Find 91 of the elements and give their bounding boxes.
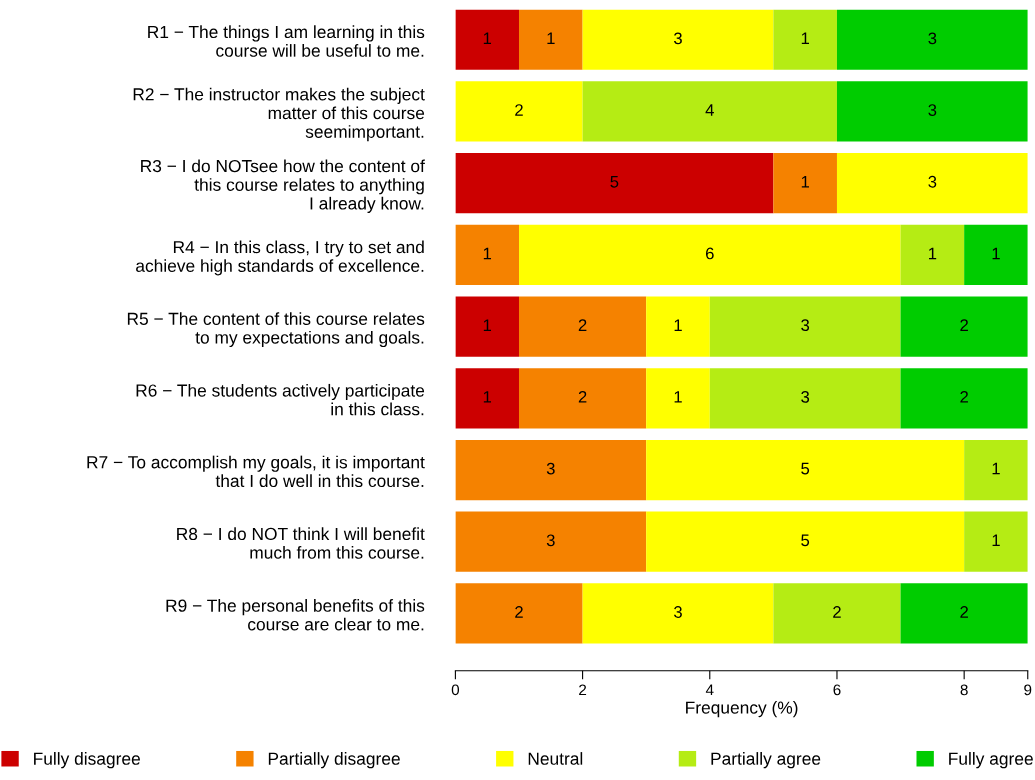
bar	[709, 296, 901, 357]
data-label: 2	[578, 390, 587, 403]
bar	[455, 153, 774, 214]
data-label: 3	[928, 32, 937, 45]
data-label: 3	[801, 319, 810, 332]
bar	[455, 583, 583, 644]
data-label: 2	[833, 606, 841, 618]
bar	[836, 153, 1028, 214]
bar	[773, 583, 901, 644]
x-tick-label: 6	[833, 684, 841, 696]
bar	[455, 81, 583, 142]
bar	[836, 9, 1028, 70]
bar	[900, 296, 1028, 357]
bar	[455, 439, 647, 501]
y-tick-label: R1 − The things I am learning in this course will be useful to me.	[148, 25, 425, 57]
data-label: 3	[673, 32, 682, 45]
bar	[455, 224, 519, 285]
data-label: 1	[801, 176, 809, 188]
data-label: 5	[801, 462, 810, 475]
data-label: 1	[547, 32, 555, 45]
data-label: 2	[515, 606, 523, 618]
data-label: 1	[801, 32, 809, 45]
y-tick-label: R9 − The personal benefits of this course are clear to me.	[166, 599, 425, 631]
bar	[455, 9, 519, 70]
bar	[964, 511, 1028, 572]
data-label: 2	[960, 319, 968, 331]
bar	[582, 81, 837, 142]
data-label: 3	[546, 462, 555, 475]
bar	[455, 368, 519, 429]
x-tick-label: 0	[451, 684, 460, 696]
legend-label: Neutral	[528, 752, 583, 765]
y-tick-label: R8 − I do NOT think I will benefit much from this course.	[177, 527, 425, 559]
x-axis-title: Frequency (%)	[686, 701, 798, 718]
bar	[518, 368, 647, 429]
y-tick-label: R5 − The content of this course relates to my expectations and goals.	[127, 312, 425, 348]
data-label: 2	[960, 390, 968, 403]
legend-label: Partially agree	[711, 752, 821, 769]
y-tick-label: R2 − The instructor makes the subject matter of this course seemimportant.	[133, 87, 425, 142]
y-tick-label: R7 − To accomplish my goals, it is important that I do well in this course.	[87, 455, 425, 488]
bar	[582, 583, 774, 644]
bar	[900, 583, 1028, 644]
data-label: 4	[705, 104, 714, 116]
data-label: 1	[992, 462, 1000, 475]
bar	[836, 81, 1028, 142]
legend-label: Fully agree	[949, 752, 1033, 769]
data-label: 3	[673, 606, 682, 618]
bar	[518, 224, 901, 285]
data-label: 1	[992, 247, 1000, 260]
bar	[773, 153, 837, 214]
data-label: 1	[483, 391, 492, 403]
data-label: 2	[515, 104, 523, 116]
x-tick-label: 2	[579, 684, 587, 696]
bar	[646, 511, 965, 572]
x-tick-label: 9	[1024, 684, 1032, 696]
bar	[773, 9, 837, 70]
bar	[455, 511, 647, 572]
data-label: 3	[801, 390, 810, 403]
data-label: 1	[674, 319, 682, 331]
bar	[455, 296, 519, 357]
data-label: 5	[801, 534, 810, 547]
data-label: 5	[610, 176, 619, 188]
bar	[582, 9, 774, 70]
bar	[646, 368, 710, 429]
data-label: 2	[960, 606, 968, 618]
data-label: 1	[674, 391, 682, 403]
data-label: 6	[705, 247, 714, 260]
legend-label: Fully disagree	[34, 752, 140, 769]
y-tick-label: R6 − The students actively participate in this class.	[136, 383, 425, 416]
bar	[900, 224, 965, 285]
y-tick-label: R4 − In this class, I try to set and achieve high standards of excellence.	[136, 240, 424, 276]
bar	[518, 9, 583, 70]
bar	[646, 296, 710, 357]
data-label: 1	[483, 247, 492, 260]
data-label: 1	[483, 32, 492, 45]
data-label: 3	[928, 175, 937, 188]
x-tick-label: 8	[960, 684, 968, 696]
bar	[900, 368, 1028, 429]
data-label: 1	[483, 319, 492, 331]
bar	[518, 296, 647, 357]
legend-label: Partially disagree	[268, 752, 400, 769]
data-label: 2	[578, 319, 587, 331]
data-label: 3	[928, 104, 937, 116]
x-tick-label: 4	[705, 684, 714, 696]
bar	[646, 439, 965, 501]
bar	[709, 368, 901, 429]
bar	[964, 439, 1028, 501]
y-tick-label: R3 − I do NOTsee how the content of this course relates to anything I already know.	[141, 159, 425, 214]
data-label: 3	[546, 534, 555, 547]
data-label: 1	[929, 247, 937, 260]
bar	[964, 224, 1028, 285]
data-label: 1	[992, 534, 1000, 547]
